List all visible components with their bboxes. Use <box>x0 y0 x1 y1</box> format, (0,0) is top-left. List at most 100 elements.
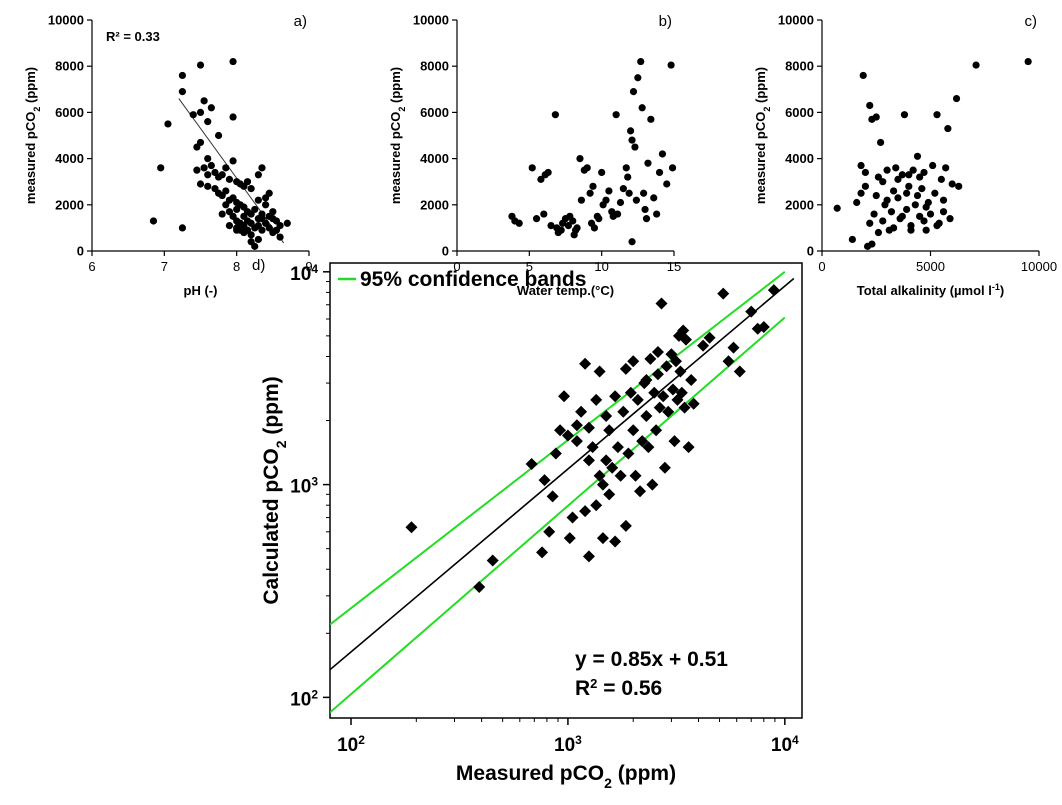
data-point <box>628 238 636 246</box>
data-point <box>952 94 961 103</box>
data-point <box>937 175 945 183</box>
data-point <box>579 357 592 370</box>
data-point <box>640 410 653 423</box>
data-point <box>569 217 577 225</box>
data-point <box>939 196 948 204</box>
data-point <box>942 164 950 172</box>
x-tick-label: 5000 <box>916 259 945 274</box>
x-tick-label: 0 <box>453 259 460 274</box>
data-point <box>536 546 549 559</box>
data-point <box>632 196 640 204</box>
data-point <box>473 581 486 594</box>
data-point <box>207 161 215 170</box>
data-point <box>573 224 581 232</box>
data-point <box>916 173 924 181</box>
panel-c: 0 2000 4000 6000 8000 10000 0 5000 10000 Total al… <box>753 13 1057 299</box>
data-point <box>193 166 201 174</box>
data-point <box>218 210 226 218</box>
data-point <box>663 180 671 188</box>
data-point <box>207 104 215 112</box>
y-axis-label: measured pCO2 (ppm) <box>753 67 772 204</box>
data-point <box>262 201 270 209</box>
data-point <box>933 111 941 119</box>
data-point <box>603 488 616 501</box>
data-point <box>583 164 591 172</box>
data-point <box>596 532 609 545</box>
data-point <box>229 57 237 66</box>
data-point <box>648 386 661 399</box>
data-point <box>874 173 883 181</box>
data-point <box>911 201 919 209</box>
data-point <box>616 198 625 207</box>
data-point <box>590 393 603 406</box>
data-point <box>894 194 902 202</box>
data-point <box>872 113 880 121</box>
data-point <box>946 215 954 223</box>
y-tick-label: 4000 <box>55 151 84 166</box>
x-tick-label: 5 <box>526 259 533 274</box>
y-tick-label: 10000 <box>413 13 449 28</box>
data-point <box>905 182 913 190</box>
data-point <box>603 424 616 437</box>
data-point <box>920 168 928 177</box>
fit-equation: y = 0.85x + 0.51 <box>575 648 728 671</box>
data-point <box>561 429 574 442</box>
y-tick-label: 102 <box>290 687 318 710</box>
data-point <box>668 435 681 448</box>
data-point <box>586 441 599 454</box>
data-point <box>586 189 594 197</box>
data-point <box>929 161 937 170</box>
data-point <box>647 115 655 123</box>
trend-line <box>178 98 285 244</box>
data-point <box>682 441 695 454</box>
data-point <box>931 189 939 197</box>
data-point <box>251 205 259 214</box>
data-point <box>258 215 266 223</box>
data-point <box>668 164 677 172</box>
data-point <box>600 410 613 423</box>
data-point <box>269 215 277 223</box>
data-point <box>243 178 252 186</box>
data-point <box>883 166 891 174</box>
data-point <box>640 189 648 197</box>
data-point <box>733 365 746 378</box>
data-point <box>627 424 640 437</box>
data-point <box>164 120 172 128</box>
data-point <box>557 226 565 234</box>
panel-label: d) <box>252 257 265 274</box>
data-point <box>628 136 636 144</box>
data-point <box>243 226 252 234</box>
data-point <box>157 164 165 172</box>
data-point <box>605 187 613 195</box>
data-point <box>655 168 664 177</box>
data-point <box>679 333 692 346</box>
data-point <box>582 421 595 434</box>
data-point <box>590 499 603 512</box>
data-point <box>619 519 632 532</box>
data-point <box>225 175 234 183</box>
data-point <box>258 164 266 172</box>
data-point <box>602 196 610 204</box>
data-point <box>687 397 700 410</box>
data-point <box>972 61 980 69</box>
data-point <box>859 71 867 80</box>
data-point <box>634 485 647 498</box>
data-point <box>619 362 632 375</box>
data-point <box>609 390 622 403</box>
data-point <box>879 178 887 186</box>
data-point <box>538 474 551 487</box>
x-tick-label: 102 <box>337 733 365 756</box>
data-point <box>642 215 651 223</box>
y-axis-label: Calculated pCO2 (ppm) <box>260 376 289 604</box>
data-point <box>611 441 624 454</box>
panel-b: 0 2000 4000 6000 8000 10000 0 5 10 15 Water temp.(… <box>388 13 681 299</box>
y-tick-label: 0 <box>442 244 449 259</box>
data-point <box>667 61 675 69</box>
data-point <box>196 61 205 69</box>
x-tick-label: 8 <box>233 259 240 274</box>
data-point <box>575 405 588 418</box>
panel-d: 102 103 104 102 103 104 95% confidence bands d)… <box>252 257 803 791</box>
data-point <box>745 305 758 318</box>
data-point <box>619 185 627 193</box>
y-tick-label: 6000 <box>785 105 814 120</box>
